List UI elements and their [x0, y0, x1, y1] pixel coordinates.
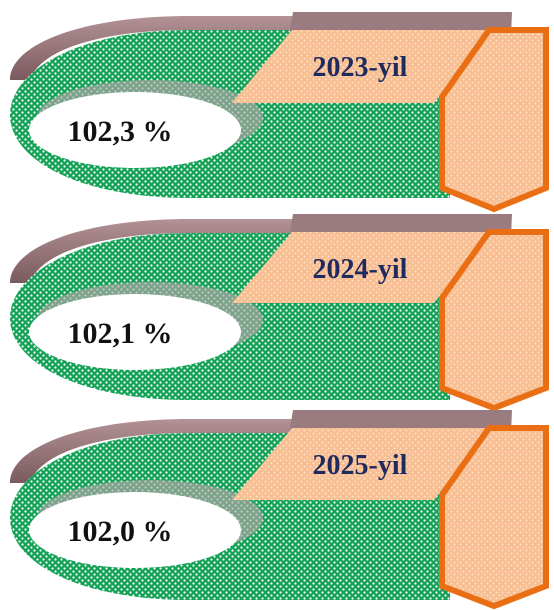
year-banner	[232, 30, 489, 103]
orange-tab	[439, 425, 549, 610]
orange-tab	[439, 27, 549, 213]
year-label: 2023-yil	[313, 52, 408, 83]
value-label: 102,0 %	[68, 515, 173, 548]
year-card-2024: 102,1 % 2024-yil	[10, 214, 549, 412]
orange-tab	[439, 229, 549, 412]
value-ellipse	[29, 294, 241, 370]
value-ellipse	[29, 492, 241, 568]
year-card-2025: 102,0 % 2025-yil	[10, 410, 549, 610]
year-banner	[232, 232, 489, 303]
value-label: 102,1 %	[68, 317, 173, 350]
year-label: 2025-yil	[313, 450, 408, 481]
value-label: 102,3 %	[68, 115, 173, 148]
value-ellipse	[29, 92, 241, 168]
year-banner	[232, 428, 489, 500]
card-shadow	[10, 16, 450, 80]
card-shadow	[10, 219, 450, 283]
year-card-2023: 102,3 % 2023-yil	[10, 12, 549, 213]
card-shadow	[10, 419, 450, 483]
year-label: 2024-yil	[313, 254, 408, 285]
